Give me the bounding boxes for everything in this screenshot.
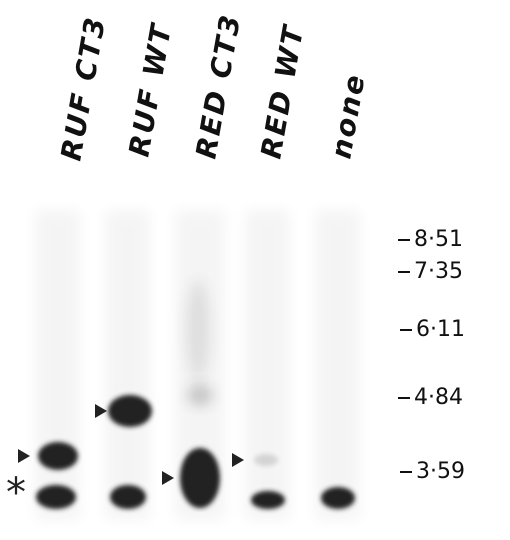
band — [321, 487, 355, 509]
marker-label: 7·35 — [414, 259, 463, 284]
marker-label: 8·51 — [414, 227, 463, 252]
band — [188, 385, 212, 405]
lane-label: none — [324, 71, 371, 162]
band — [251, 491, 285, 509]
marker-label: 4·84 — [414, 385, 463, 410]
bands — [36, 280, 355, 509]
lane-label: RUF CT3 — [54, 13, 112, 163]
band — [38, 442, 78, 470]
band — [180, 448, 220, 508]
marker-label: 6·11 — [416, 317, 465, 342]
gel-figure: RUF CT3 RUF WT RED CT3 RED WT none * 8·5… — [0, 0, 510, 540]
asterisk: * — [6, 470, 26, 516]
band — [110, 485, 146, 509]
lane-label: RED CT3 — [189, 11, 247, 161]
lane-label: RUF WT — [122, 20, 178, 159]
size-markers — [398, 240, 412, 472]
band — [254, 454, 278, 466]
lane-labels: RUF CT3 RUF WT RED CT3 RED WT none — [54, 11, 371, 163]
lane-label: RED WT — [254, 22, 310, 161]
marker-label: 3·59 — [416, 459, 465, 484]
band — [108, 395, 152, 427]
smear — [186, 280, 210, 380]
band — [36, 485, 76, 509]
